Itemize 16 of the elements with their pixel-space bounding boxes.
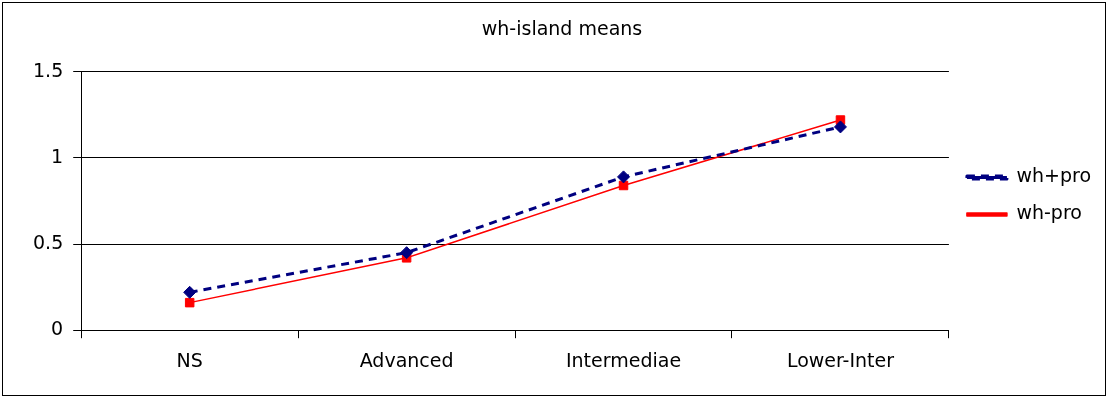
x-tick-label: Lower-Inter xyxy=(786,348,895,371)
point xyxy=(400,246,414,260)
point xyxy=(184,297,195,308)
y-tick-label: 1.5 xyxy=(33,58,64,81)
chart-title: wh-island means xyxy=(481,17,643,40)
point xyxy=(833,120,847,134)
legend-label: wh+pro xyxy=(1016,164,1092,187)
y-tick-label: 0.5 xyxy=(33,231,64,253)
point xyxy=(617,170,631,184)
y-tick-label: 0 xyxy=(51,317,64,340)
x-tick-label: Intermediae xyxy=(565,348,682,371)
y-tick-label: 1 xyxy=(51,144,64,167)
point xyxy=(183,285,197,299)
x-tick-label: NS xyxy=(176,348,203,371)
x-tick-label: Advanced xyxy=(359,348,454,371)
legend-label: wh-pro xyxy=(1016,201,1082,224)
